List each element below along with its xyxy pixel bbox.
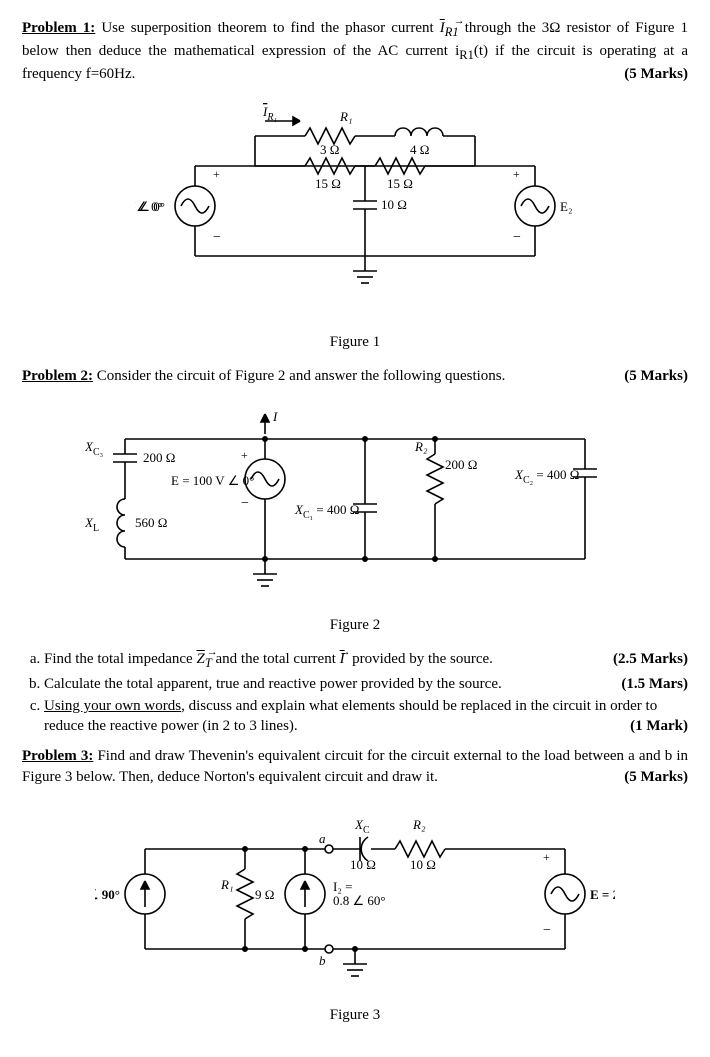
fig3-R1v: 9 Ω (255, 887, 274, 902)
fig1-R1val: 3 Ω (320, 142, 339, 157)
svg-text:+: + (543, 850, 550, 864)
p2-qb: Calculate the total apparent, true and r… (44, 674, 688, 694)
p3-marks: (5 Marks) (624, 767, 688, 787)
svg-text:−: − (543, 923, 551, 938)
fig2-XLv: 560 Ω (135, 515, 167, 530)
fig2-XL: XL (85, 515, 99, 534)
fig3-I2a: I₂ = (333, 879, 352, 894)
fig3-b: b (319, 953, 326, 968)
p1-marks: (5 Marks) (624, 64, 688, 84)
p2-text: Consider the circuit of Figure 2 and ans… (93, 368, 505, 384)
problem2-statement: Problem 2: Consider the circuit of Figur… (22, 366, 688, 386)
p2-qc-marks: (1 Mark) (630, 716, 688, 736)
fig3-E: E = 20 V ∠ 40° (590, 887, 615, 902)
fig2-XC1: XC₁ = 400 Ω (294, 502, 359, 521)
fig1-15b: 15 Ω (387, 176, 413, 191)
figure1-caption: Figure 1 (22, 332, 688, 352)
fig1-Lval: 4 Ω (410, 142, 429, 157)
fig2-R2v: 200 Ω (445, 457, 477, 472)
svg-text:−: − (213, 230, 221, 245)
fig1-IR1: IR₁ (262, 104, 277, 123)
fig2-I: I (272, 409, 278, 424)
svg-text:−: − (241, 496, 249, 511)
fig2-XC2: XC₂ = 400 Ω (514, 467, 579, 486)
figure-2: I XC₃ 200 Ω R₂ 200 Ω E = 100 V ∠ 0° + − … (85, 399, 625, 609)
figure-1: IR₁ R₁ 3 Ω 4 Ω 15 Ω 15 Ω 10 Ω + + − − E₁… (135, 96, 575, 326)
fig3-XCv: 10 Ω (350, 857, 376, 872)
svg-text:−: − (513, 230, 521, 245)
figure2-caption: Figure 2 (22, 615, 688, 635)
fig3-R2: R₂ (412, 817, 426, 832)
p2-marks: (5 Marks) (624, 366, 688, 386)
svg-text:+: + (213, 167, 220, 181)
fig3-I2b: 0.8 ∠ 60° (333, 893, 386, 908)
p3-text: Find and draw Thevenin's equivalent circ… (22, 748, 688, 784)
p2-qa-marks: (2.5 Marks) (613, 649, 688, 669)
p2-qa: Find the total impedance ZT→ and the tot… (44, 649, 688, 672)
fig2-XC3v: 200 Ω (143, 450, 175, 465)
fig2-XC3: XC₃ (85, 439, 103, 458)
fig1-E1-vis: E₁ = 220 V ∠ 0° (135, 199, 165, 214)
figure3-caption: Figure 3 (22, 1005, 688, 1025)
problem1-statement: Problem 1: Use superposition theorem to … (22, 18, 688, 84)
fig3-R1: R₁ (220, 877, 233, 892)
fig3-a: a (319, 831, 326, 846)
problem2-subquestions: Find the total impedance ZT→ and the tot… (44, 649, 688, 737)
fig2-R2: R₂ (414, 439, 428, 454)
fig3-I: I = 0.6 A ∠ 90° (95, 887, 120, 902)
p1-iR1-sub: R1 (459, 48, 474, 62)
fig1-15a: 15 Ω (315, 176, 341, 191)
svg-text:+: + (513, 167, 520, 181)
problem1-heading: Problem 1: (22, 20, 95, 36)
problem2-heading: Problem 2: (22, 368, 93, 384)
p1-text-a: Use superposition theorem to find the ph… (95, 20, 439, 36)
fig2-E: E = 100 V ∠ 0° (171, 473, 254, 488)
fig1-R1label: R₁ (339, 109, 352, 124)
figure-3: XC R₂ 10 Ω 10 Ω a b I = 0.6 A ∠ 90° R₁ 9… (95, 799, 615, 999)
p2-qb-marks: (1.5 Mars) (621, 674, 688, 694)
fig3-R2v: 10 Ω (410, 857, 436, 872)
problem3-heading: Problem 3: (22, 748, 93, 764)
svg-text:+: + (241, 448, 248, 462)
problem3-statement: Problem 3: Find and draw Thevenin's equi… (22, 746, 688, 787)
fig3-XC: XC (354, 817, 370, 836)
p2-qc: Using your own words, discuss and explai… (44, 696, 688, 737)
fig1-E2: E₂ = 100 V ∠ 90° (560, 199, 575, 214)
fig1-10: 10 Ω (381, 197, 407, 212)
